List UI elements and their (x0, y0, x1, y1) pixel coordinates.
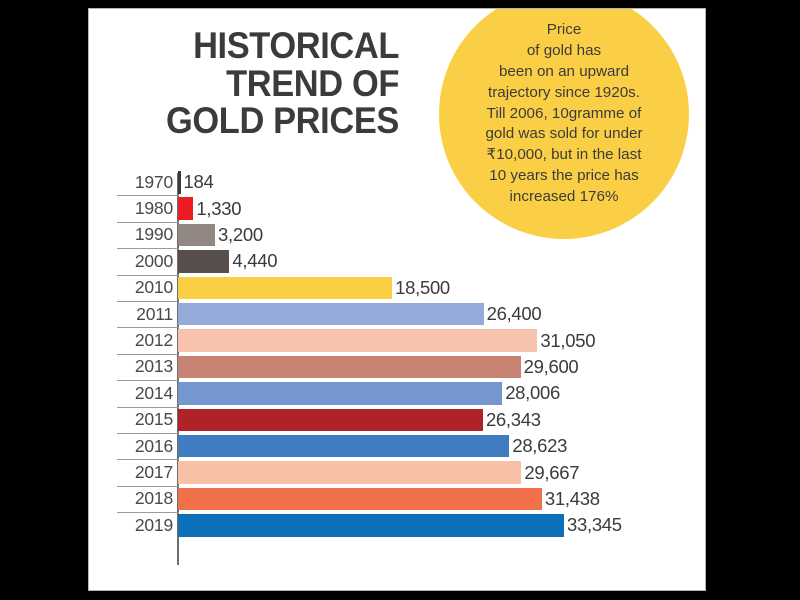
bar-2000[interactable] (178, 250, 230, 273)
bar-wrapper: 1,330 (178, 197, 241, 220)
year-label: 1990 (134, 224, 173, 245)
bar-wrapper: 31,050 (178, 329, 596, 352)
row-tick-mark (117, 380, 179, 382)
year-label: 2015 (134, 409, 173, 430)
bar-value-label: 26,343 (485, 408, 541, 430)
bar-1980[interactable] (178, 197, 194, 220)
bar-row: 2017 29,667 (89, 459, 705, 485)
bar-wrapper: 33,345 (178, 514, 622, 537)
bar-value-label: 4,440 (232, 250, 278, 272)
year-label: 2017 (134, 461, 173, 482)
bar-2013[interactable] (178, 355, 521, 379)
infographic-panel: HISTORICAL TREND OF GOLD PRICES Price of… (88, 8, 706, 591)
year-label: 2014 (134, 382, 173, 403)
bar-row: 1990 3,200 (89, 221, 705, 248)
bar-wrapper: 184 (178, 171, 214, 194)
bar-row: 2019 33,345 (89, 512, 705, 538)
year-label: 2019 (134, 514, 173, 535)
year-label: 2013 (134, 356, 173, 377)
row-tick-mark (117, 432, 179, 434)
callout-text: Price of gold has been on an upward traj… (485, 20, 643, 206)
bar-1970[interactable] (178, 171, 181, 194)
bar-value-label: 1,330 (196, 197, 242, 219)
year-label: 2000 (134, 250, 173, 271)
bar-rows-container: 1970 184 1980 1,330 1990 3,200 2000 4,440 2010 18… (89, 169, 705, 538)
row-tick-mark (117, 248, 179, 250)
bar-value-label: 33,345 (567, 514, 622, 536)
callout-circle: Price of gold has been on an upward traj… (439, 9, 689, 239)
row-tick-mark (117, 459, 179, 461)
bar-row: 1980 1,330 (89, 195, 705, 221)
bar-wrapper: 29,667 (178, 461, 580, 484)
bar-2012[interactable] (178, 329, 538, 352)
year-label: 2012 (134, 330, 173, 351)
bar-2015[interactable] (178, 408, 483, 432)
bar-row: 2014 28,006 (89, 380, 705, 406)
bar-value-label: 26,400 (486, 303, 542, 325)
bar-value-label: 29,600 (523, 355, 579, 377)
bar-value-label: 31,050 (540, 329, 596, 351)
bar-value-label: 28,623 (512, 435, 568, 457)
year-label: 2016 (134, 435, 173, 456)
year-label: 2011 (136, 303, 173, 324)
bar-wrapper: 18,500 (178, 276, 450, 300)
bar-row: 2012 31,050 (89, 327, 705, 353)
bar-wrapper: 26,400 (178, 302, 542, 326)
bar-wrapper: 4,440 (178, 250, 277, 273)
bar-wrapper: 3,200 (178, 223, 263, 247)
bar-wrapper: 28,006 (178, 382, 560, 405)
bar-value-label: 18,500 (395, 276, 450, 298)
row-tick-mark (117, 300, 179, 302)
year-label: 1970 (134, 171, 173, 192)
row-tick-mark (117, 274, 179, 276)
bar-1990[interactable] (178, 223, 216, 247)
year-label: 2010 (134, 277, 173, 298)
bar-row: 2016 28,623 (89, 432, 705, 459)
page-title: HISTORICAL TREND OF GOLD PRICES (166, 25, 399, 142)
bar-2017[interactable] (178, 461, 522, 484)
bar-value-label: 31,438 (544, 487, 600, 509)
row-tick-mark (117, 512, 179, 514)
bar-2010[interactable] (178, 276, 393, 300)
row-tick-mark (117, 406, 179, 408)
row-tick-mark (117, 485, 179, 487)
bar-value-label: 29,667 (524, 461, 580, 483)
bar-row: 2018 31,438 (89, 485, 705, 512)
bar-2011[interactable] (178, 302, 484, 326)
year-label: 1980 (134, 198, 173, 219)
year-label: 2018 (134, 488, 173, 509)
bar-row: 2000 4,440 (89, 248, 705, 274)
row-tick-mark (117, 327, 179, 329)
row-tick-mark (117, 353, 179, 355)
bar-wrapper: 26,343 (178, 408, 541, 432)
bar-wrapper: 28,623 (178, 434, 568, 458)
bar-value-label: 184 (183, 171, 214, 193)
bar-2019[interactable] (178, 514, 564, 537)
bar-wrapper: 31,438 (178, 487, 600, 511)
bar-row: 2013 29,600 (89, 353, 705, 380)
bar-row: 1970 184 (89, 169, 705, 195)
bar-2014[interactable] (178, 382, 503, 405)
bar-row: 2011 26,400 (89, 300, 705, 327)
row-tick-mark (117, 221, 179, 223)
bar-value-label: 28,006 (505, 382, 560, 404)
bar-2016[interactable] (178, 434, 510, 458)
bar-row: 2015 26,343 (89, 406, 705, 433)
bar-value-label: 3,200 (218, 224, 263, 246)
bar-row: 2010 18,500 (89, 274, 705, 301)
row-tick-mark (117, 195, 179, 197)
bar-2018[interactable] (178, 487, 542, 511)
bar-chart: 1970 184 1980 1,330 1990 3,200 2000 4,440 2010 18… (89, 169, 705, 589)
bar-wrapper: 29,600 (178, 355, 579, 379)
